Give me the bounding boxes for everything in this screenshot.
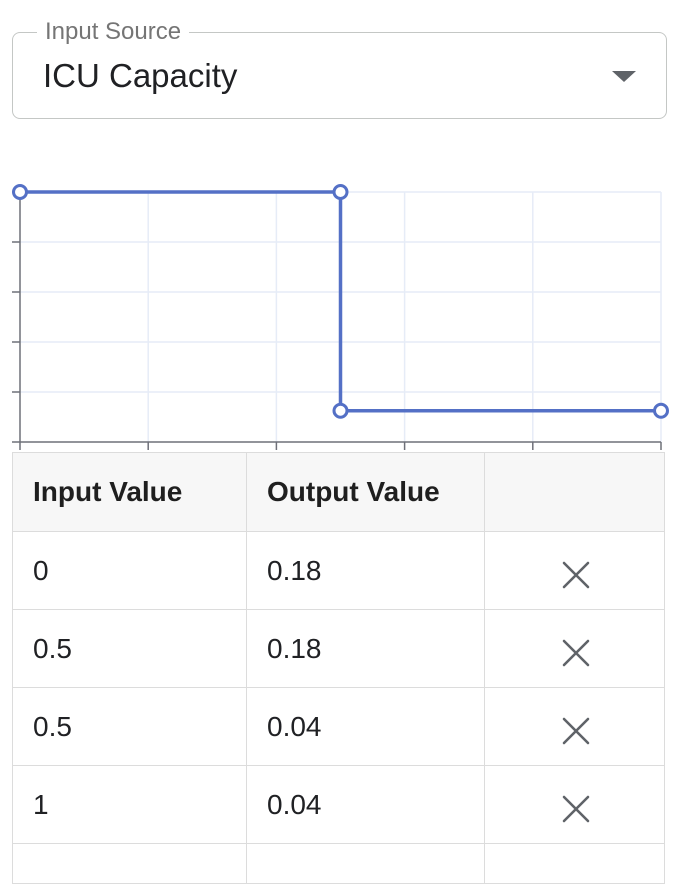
close-icon[interactable] (561, 716, 591, 746)
input-value-cell[interactable]: 0.5 (12, 687, 247, 766)
chart-points[interactable] (12, 184, 669, 419)
output-value-cell[interactable]: 0.18 (246, 531, 485, 610)
empty-cell (484, 843, 665, 884)
series-line (20, 190, 661, 413)
table-row: 1 0.04 (12, 765, 665, 844)
table-header-row: Input Value Output Value (12, 452, 665, 532)
empty-cell (12, 843, 247, 884)
output-value-cell[interactable]: 0.18 (246, 609, 485, 688)
output-value-cell[interactable]: 0.04 (246, 687, 485, 766)
data-point[interactable] (653, 402, 669, 419)
mapping-table: Input Value Output Value 0 0.18 0.5 0.18 (12, 452, 665, 884)
table-row: 0 0.18 (12, 531, 665, 610)
close-icon[interactable] (561, 794, 591, 824)
delete-cell (484, 531, 665, 610)
input-source-value: ICU Capacity (43, 57, 238, 94)
step-function-chart (12, 184, 669, 450)
input-value-cell[interactable]: 0.5 (12, 609, 247, 688)
arrow-drop-down-icon[interactable] (612, 71, 636, 82)
delete-cell (484, 609, 665, 688)
input-value-cell[interactable]: 0 (12, 531, 247, 610)
table-row: 0.5 0.18 (12, 609, 665, 688)
input-source-label: Input Source (37, 18, 190, 46)
input-value-cell[interactable]: 1 (12, 765, 247, 844)
data-point[interactable] (12, 184, 28, 200)
output-value-header: Output Value (246, 452, 485, 532)
data-point[interactable] (332, 184, 349, 200)
table-row (12, 843, 665, 884)
chart-series (20, 190, 661, 413)
empty-cell (246, 843, 485, 884)
input-value-header: Input Value (12, 452, 247, 532)
output-value-cell[interactable]: 0.04 (246, 765, 485, 844)
close-icon[interactable] (561, 638, 591, 668)
delete-cell (484, 765, 665, 844)
table-row: 0.5 0.04 (12, 687, 665, 766)
input-source-select[interactable]: Input Source ICU Capacity (12, 18, 667, 119)
data-point[interactable] (332, 402, 349, 419)
actions-header (484, 452, 665, 532)
delete-cell (484, 687, 665, 766)
close-icon[interactable] (561, 560, 591, 590)
